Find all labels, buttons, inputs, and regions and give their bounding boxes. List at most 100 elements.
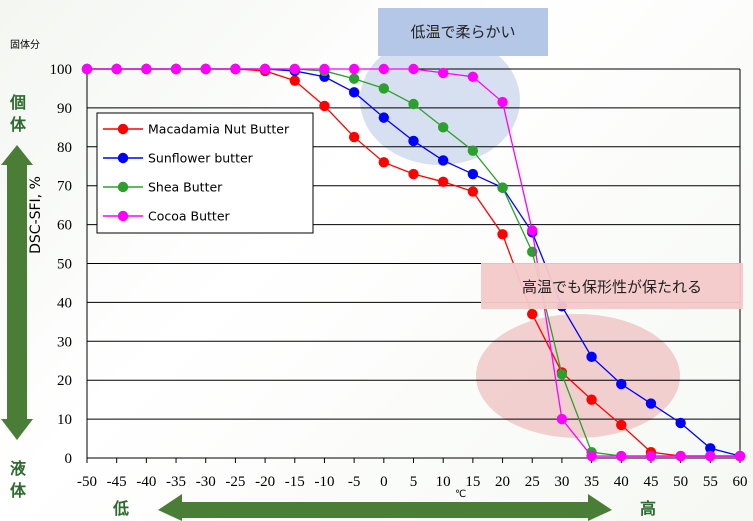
data-point-cocoa-butter [616, 450, 627, 462]
y-tick-label: 50 [57, 257, 72, 273]
vertical-solid-liquid-arrow [1, 145, 33, 440]
x-tick-label: 45 [643, 474, 658, 490]
legend-marker [117, 152, 129, 164]
y-tick-label: 80 [57, 140, 72, 156]
x-tick-label: -20 [255, 474, 275, 490]
legend-label: Macadamia Nut Butter [148, 122, 290, 137]
high-label: 高 [640, 499, 656, 518]
x-tick-label: 0 [380, 474, 388, 490]
legend-item-cocoa-butter: Cocoa Butter [103, 209, 231, 224]
data-point-macadamia-nut-butter [319, 100, 330, 112]
data-point-shea-butter [467, 145, 479, 156]
high-temp-callout-text: 高温でも保形性が保たれる [522, 278, 702, 296]
legend-label: Cocoa Butter [148, 209, 231, 224]
legend-item-sunflower-butter: Sunflower butter [103, 151, 254, 166]
highlight-ellipses [360, 35, 680, 438]
data-point-cocoa-butter [81, 63, 93, 75]
data-point-shea-butter [348, 73, 360, 84]
data-point-cocoa-butter [527, 225, 538, 236]
x-tick-label: -30 [196, 474, 216, 490]
data-point-shea-butter [556, 369, 568, 380]
x-tick-label: -25 [225, 474, 245, 490]
x-tick-label: 35 [584, 474, 599, 490]
data-point-shea-butter [497, 182, 508, 193]
data-point-macadamia-nut-butter [437, 176, 449, 188]
y-axis-title: DSC-SFI, % [28, 176, 44, 254]
data-point-macadamia-nut-butter [616, 419, 627, 431]
y-tick-label: 10 [57, 412, 72, 428]
data-point-cocoa-butter [675, 450, 686, 462]
legend-marker [117, 123, 129, 135]
data-point-shea-butter [378, 83, 390, 94]
data-point-cocoa-butter [200, 63, 211, 75]
data-point-sunflower-butter [378, 112, 390, 123]
x-tick-label: 40 [614, 474, 629, 490]
x-tick-label: 20 [495, 474, 510, 490]
data-point-macadamia-nut-butter [348, 131, 360, 143]
legend-label: Sunflower butter [148, 151, 254, 166]
low-temp-highlight-ellipse [360, 35, 520, 165]
high-temp-callout: 高温でも保形性が保たれる [481, 263, 743, 309]
y-tick-label: 90 [57, 101, 72, 117]
data-point-cocoa-butter [586, 450, 597, 462]
x-tick-label: 55 [703, 474, 718, 490]
data-point-sunflower-butter [705, 443, 716, 454]
data-point-sunflower-butter [675, 417, 686, 429]
solid-label-2: 体 [10, 115, 27, 134]
series-cocoa-butter [81, 63, 746, 462]
y-tick-label: 60 [57, 218, 72, 234]
x-tick-label: 30 [554, 474, 569, 490]
data-point-cocoa-butter [645, 450, 657, 462]
data-point-cocoa-butter [378, 63, 390, 75]
legend-item-shea-butter: Shea Butter [103, 180, 223, 195]
data-point-sunflower-butter [616, 378, 627, 390]
legend-marker [117, 210, 129, 222]
liquid-label-2: 体 [10, 481, 27, 500]
y-tick-label: 30 [57, 334, 72, 350]
x-tick-label: 50 [673, 474, 688, 490]
y-unit-label: 固体分 [10, 39, 40, 51]
x-tick-label: 10 [436, 474, 451, 490]
low-temp-callout-text: 低温で柔らかい [410, 23, 515, 41]
x-tick-label: -15 [285, 474, 305, 490]
y-tick-labels: 0 10 20 30 40 50 60 70 80 90 100 [50, 62, 73, 467]
data-point-macadamia-nut-butter [408, 168, 419, 180]
liquid-label: 液 [10, 459, 27, 478]
y-tick-label: 40 [57, 295, 72, 311]
y-tick-label: 20 [57, 373, 72, 389]
data-point-cocoa-butter [705, 450, 716, 462]
data-point-macadamia-nut-butter [497, 229, 508, 240]
y-tick-label: 100 [50, 62, 73, 78]
data-point-sunflower-butter [408, 135, 419, 147]
high-temp-highlight-ellipse [476, 314, 680, 438]
y-tick-label: 70 [57, 179, 72, 195]
data-point-cocoa-butter [734, 450, 746, 462]
data-point-cocoa-butter [289, 63, 300, 75]
data-point-cocoa-butter [497, 96, 508, 108]
data-point-sunflower-butter [437, 155, 449, 166]
data-point-cocoa-butter [259, 63, 271, 75]
horizontal-low-high-arrow [158, 494, 612, 521]
data-point-sunflower-butter [348, 87, 360, 98]
x-tick-label: -50 [77, 474, 97, 490]
x-tick-label: -35 [166, 474, 186, 490]
data-point-macadamia-nut-butter [289, 75, 300, 86]
data-point-sunflower-butter [645, 398, 657, 409]
x-tick-label: -45 [107, 474, 127, 490]
legend-label: Shea Butter [148, 180, 223, 195]
legend: Macadamia Nut Butter Sunflower butter Shea… [96, 112, 314, 234]
x-tick-label: 25 [525, 474, 540, 490]
data-point-macadamia-nut-butter [378, 157, 390, 168]
data-point-cocoa-butter [170, 63, 182, 75]
series-layer [81, 63, 746, 462]
data-point-macadamia-nut-butter [527, 308, 538, 320]
data-point-macadamia-nut-butter [467, 186, 479, 197]
x-tick-label: 15 [465, 474, 480, 490]
data-point-macadamia-nut-butter [586, 394, 597, 405]
x-axis-title: ℃ [455, 489, 466, 500]
data-point-cocoa-butter [467, 71, 479, 82]
data-point-cocoa-butter [348, 63, 360, 75]
data-point-cocoa-butter [141, 63, 152, 75]
x-tick-label: 60 [733, 474, 748, 490]
data-point-cocoa-butter [408, 63, 419, 75]
